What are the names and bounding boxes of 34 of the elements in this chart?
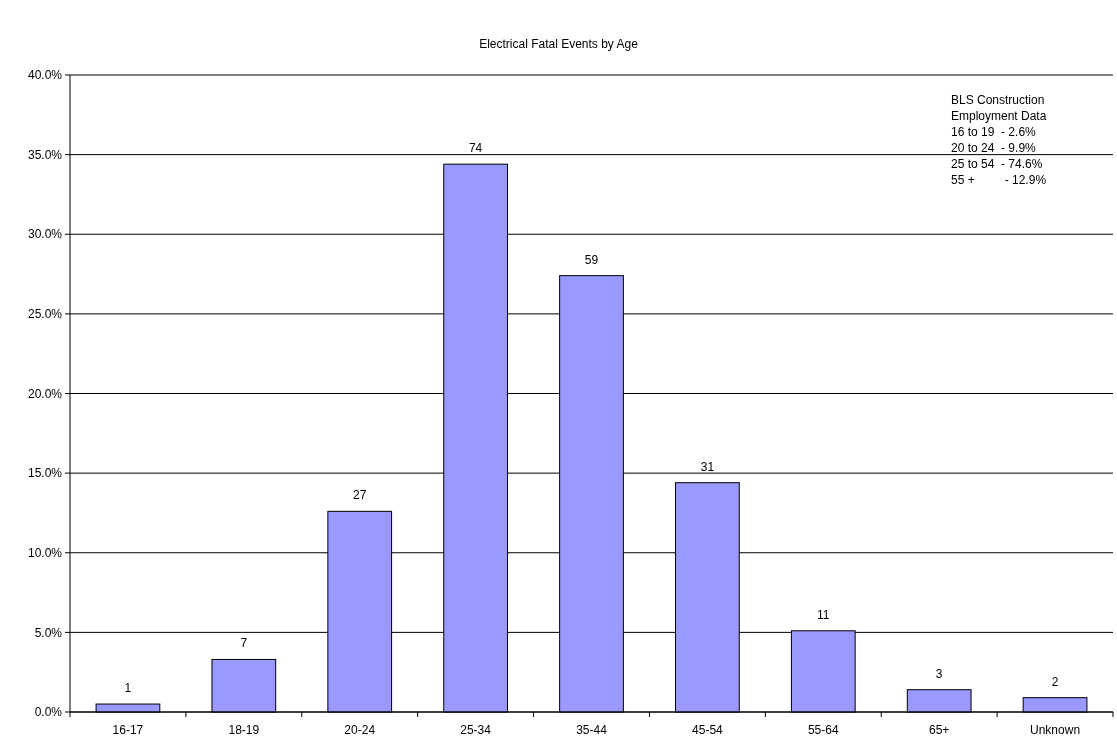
annotation: BLS Construction bbox=[951, 93, 1045, 107]
annotation: 7 bbox=[240, 636, 248, 651]
annotation: 74 bbox=[468, 141, 483, 156]
x-tick-label: 20-24 bbox=[344, 723, 376, 737]
annotation: 20 to 24 - 9.9% bbox=[951, 141, 1037, 155]
y-tick-label: 25.0% bbox=[27, 307, 63, 322]
y-tick-label: 15.0% bbox=[27, 466, 63, 481]
annotation: 31 bbox=[700, 459, 715, 474]
annotation: 11 bbox=[817, 607, 830, 622]
x-tick-label: Unknown bbox=[1030, 723, 1081, 737]
y-tick-label: 35.0% bbox=[27, 147, 63, 162]
y-tick-label: 40.0% bbox=[27, 68, 63, 83]
annotation: 1 bbox=[124, 681, 132, 696]
annotation: 16 to 19 - 2.6% bbox=[951, 125, 1037, 139]
x-tick-label: 65+ bbox=[928, 723, 950, 737]
x-tick-label: 25-34 bbox=[460, 723, 492, 737]
y-tick-label: 30.0% bbox=[27, 227, 63, 242]
annotation: 3 bbox=[935, 666, 943, 681]
x-tick-label: 35-44 bbox=[576, 723, 608, 737]
x-tick-label: 18-19 bbox=[228, 723, 260, 737]
y-tick-label: 0.0% bbox=[34, 705, 63, 720]
annotation: 2 bbox=[1051, 674, 1059, 689]
x-tick-label: 16-17 bbox=[112, 723, 144, 737]
annotation: 27 bbox=[353, 488, 367, 503]
annotation: 25 to 54 - 74.6% bbox=[951, 157, 1043, 171]
x-tick-label: 45-54 bbox=[692, 723, 724, 737]
annotation: Employment Data bbox=[951, 109, 1047, 123]
y-tick-label: 20.0% bbox=[27, 386, 63, 401]
annotation: 55 + - 12.9% bbox=[951, 173, 1047, 187]
chart-title: Electrical Fatal Events by Age bbox=[479, 37, 639, 51]
x-tick-label: 55-64 bbox=[807, 723, 839, 737]
annotation: 59 bbox=[584, 252, 599, 267]
y-tick-label: 5.0% bbox=[34, 625, 63, 640]
y-tick-label: 10.0% bbox=[27, 545, 63, 560]
